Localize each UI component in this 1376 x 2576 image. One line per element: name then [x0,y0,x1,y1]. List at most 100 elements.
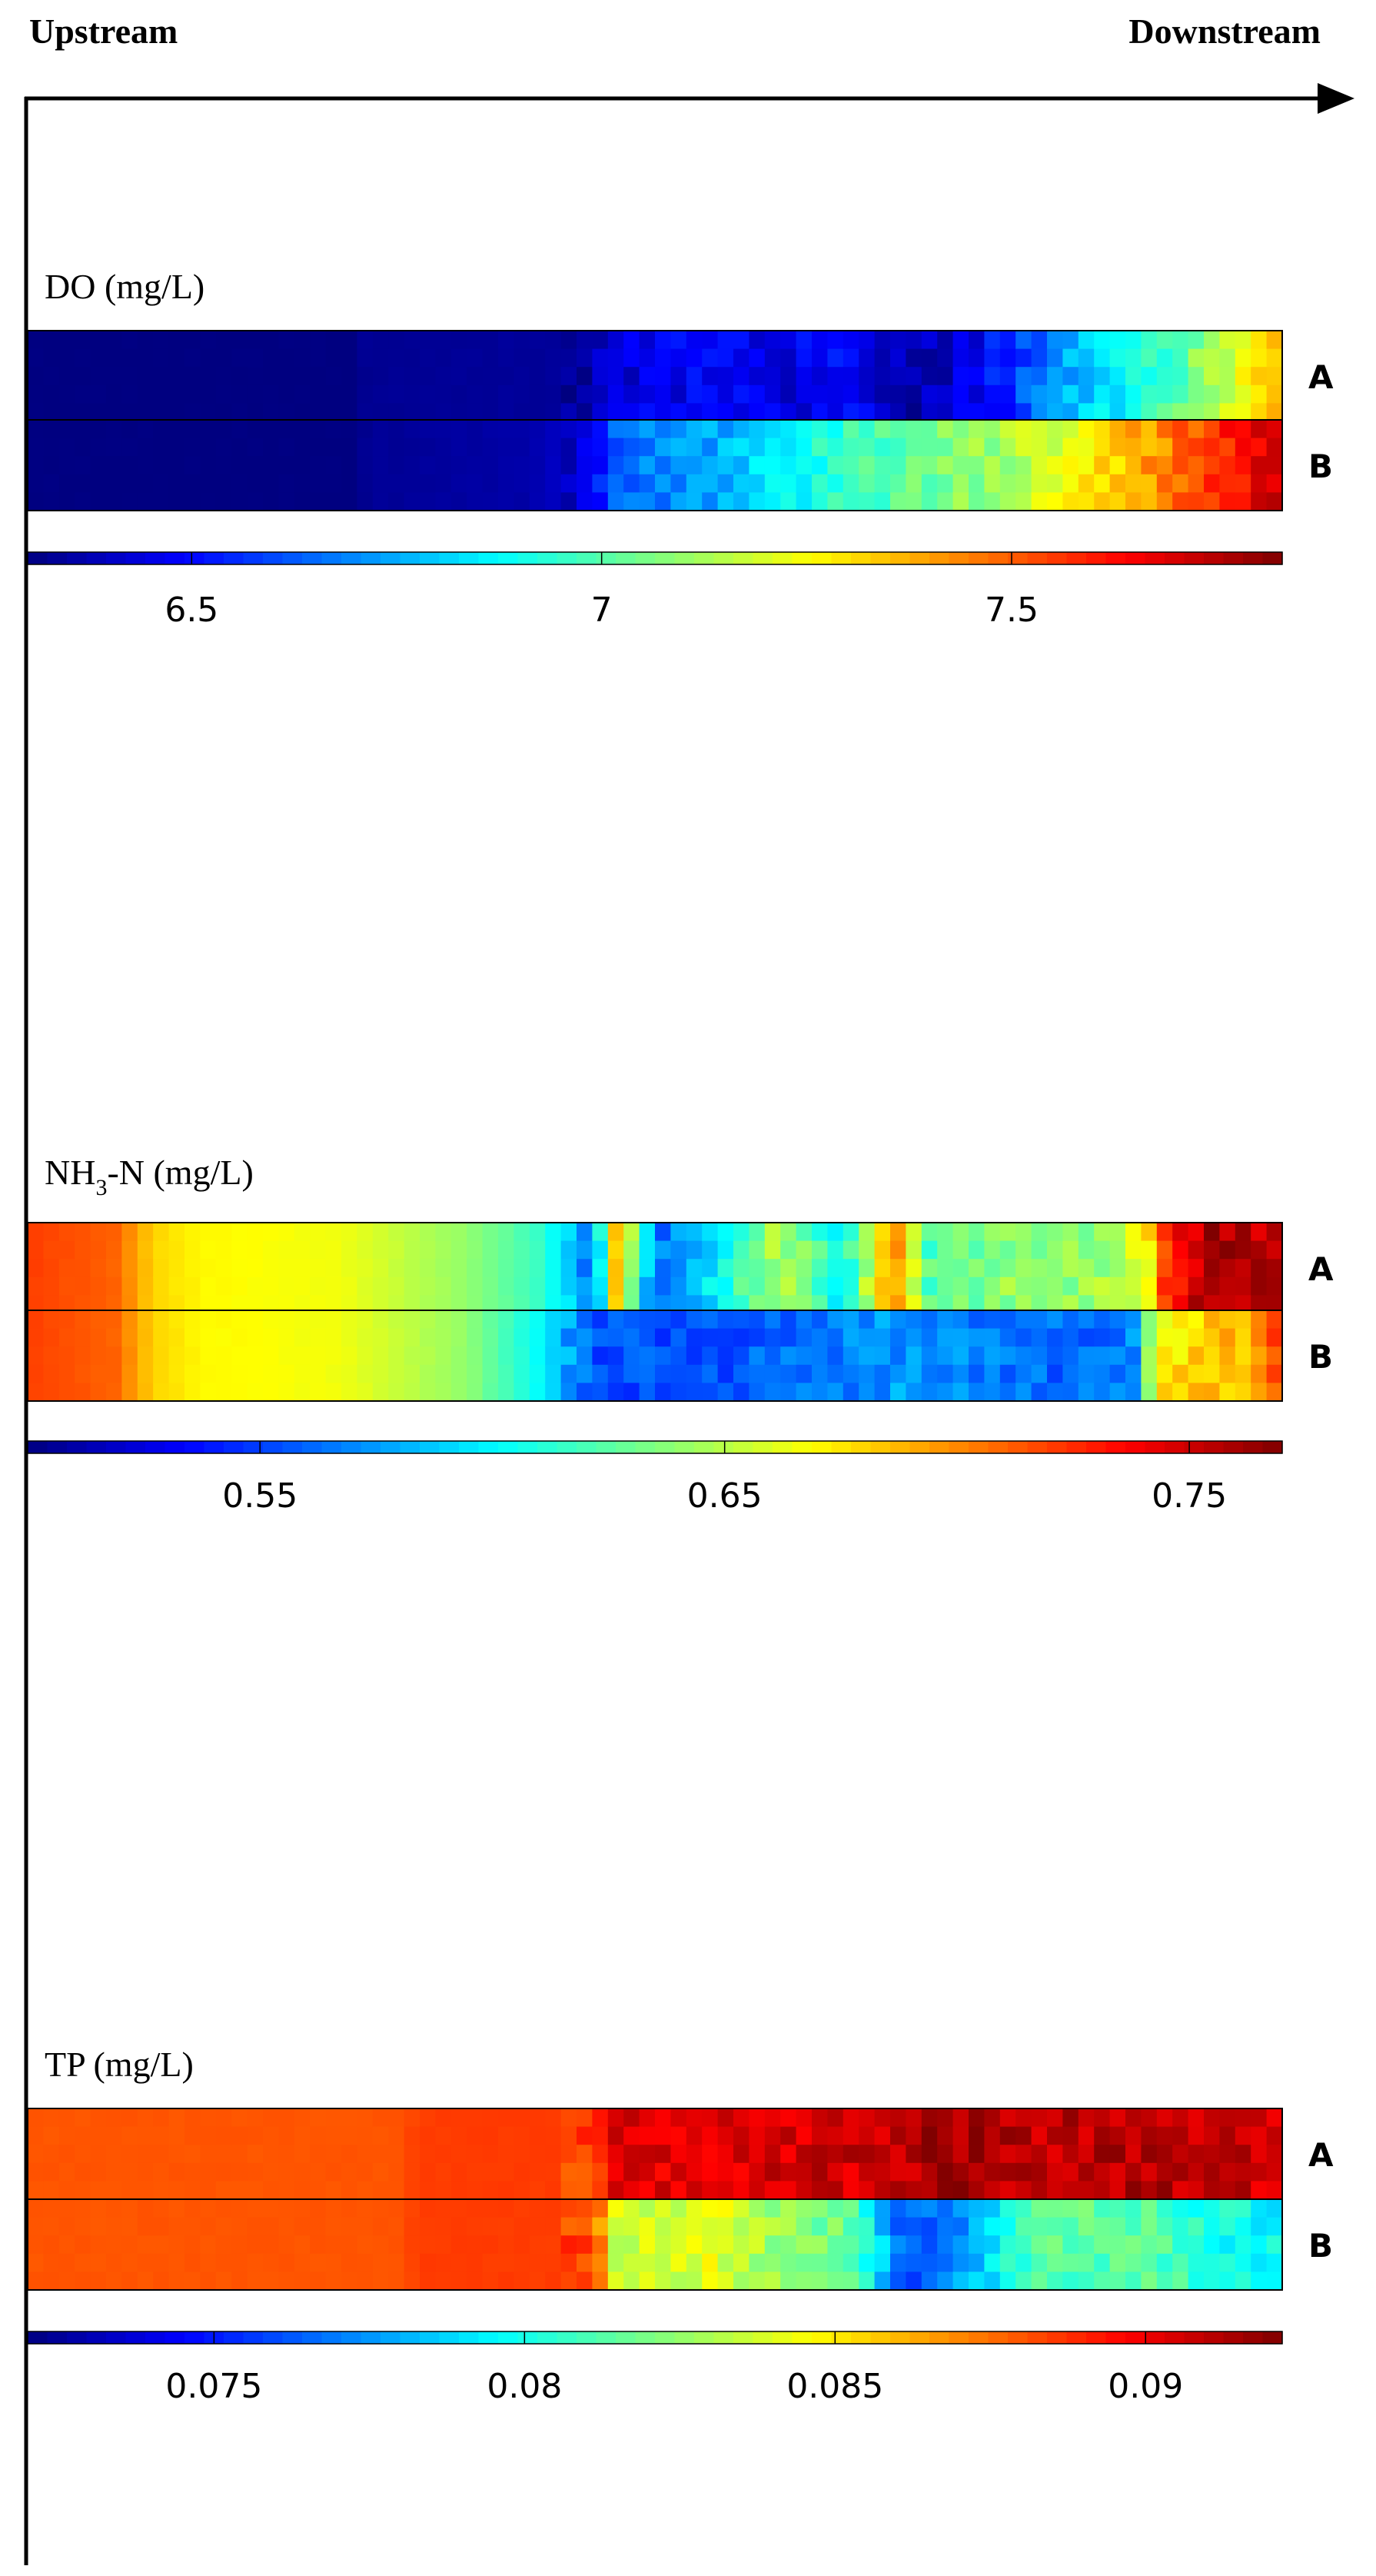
heatmap-cell [200,1364,217,1383]
heatmap-cell [1141,1223,1158,1242]
heatmap-cell [137,438,154,457]
heatmap-cell [733,2199,749,2218]
heatmap-cell [859,2217,876,2236]
heatmap-cell [749,2126,766,2145]
heatmap-cell [1188,2253,1205,2272]
heatmap-cell [702,331,719,350]
heatmap-cell [1219,1328,1236,1347]
heatmap-cell [137,2108,154,2128]
heatmap-cell [545,1328,562,1347]
heatmap-cell [294,2145,311,2164]
heatmap-cell [796,1223,813,1242]
heatmap-cell [607,2181,624,2200]
heatmap-cell [812,2145,828,2164]
heatmap-cell [435,1259,452,1278]
heatmap-cell [435,2181,452,2200]
heatmap-cell [372,2108,389,2128]
heatmap-cell [231,1383,248,1402]
heatmap-cell [780,348,797,368]
heatmap-cell [450,1295,467,1314]
heatmap-cell [670,2253,687,2272]
heatmap-cell [780,438,797,457]
heatmap-cell [529,1364,546,1383]
heatmap-cell [1235,2253,1251,2272]
heatmap-cell [341,474,357,493]
heatmap-cell [1047,2162,1063,2182]
heatmap-panel: NH3-N (mg/L)AB0.55 0.65 0.75 [27,1153,1334,1516]
heatmap-cell [639,348,656,368]
heatmap-cell [168,1364,185,1383]
heatmap-cell [1172,1295,1189,1314]
colorbar-tick-label: 0.08 [487,2367,562,2406]
heatmap-cell [1172,420,1189,439]
heatmap-cell [1047,1276,1063,1296]
heatmap-cell [639,403,656,422]
colorbar-segment [1243,1441,1264,1453]
colorbar-segment [341,2331,362,2344]
heatmap-cell [121,403,138,422]
heatmap-cell [137,1346,154,1366]
heatmap-cell [890,456,906,475]
heatmap-cell [121,1240,138,1260]
heatmap-cell [137,2253,154,2272]
heatmap-cell [435,1240,452,1260]
heatmap-cell [686,1276,703,1296]
heatmap-cell [1015,2199,1032,2218]
heatmap-cell [859,2108,876,2128]
heatmap-cell [560,403,577,422]
heatmap-cell [404,492,420,511]
heatmap-cell [263,474,279,493]
heatmap-cell [1188,2217,1205,2236]
heatmap-cell [702,438,719,457]
heatmap-cell [670,2199,687,2218]
heatmap-cell [780,2271,797,2291]
heatmap-cell [827,331,844,350]
heatmap-cell [247,348,264,368]
heatmap-cell [952,1223,969,1242]
heatmap-cell [952,474,969,493]
heatmap-cell [952,2181,969,2200]
heatmap-cell [294,2271,311,2291]
heatmap-cell [1109,2126,1126,2145]
heatmap-cell [263,1276,279,1296]
heatmap-cell [702,2235,719,2255]
heatmap-cell [937,2145,954,2164]
heatmap-cell [1266,1328,1283,1347]
heatmap-cell [514,2145,530,2164]
heatmap-cell [670,2126,687,2145]
heatmap-cell [215,1310,232,1330]
heatmap-cell [325,1364,342,1383]
heatmap-cell [215,403,232,422]
heatmap-cell [75,403,91,422]
heatmap-cell [200,1240,217,1260]
heatmap-cell [247,1223,264,1242]
heatmap-cell [1141,474,1158,493]
heatmap-cell [1204,348,1220,368]
heatmap-cell [733,474,749,493]
heatmap-cell [137,456,154,475]
heatmap-cell [28,474,44,493]
heatmap-cell [545,1310,562,1330]
heatmap-cell [827,403,844,422]
heatmap-cell [1188,2162,1205,2182]
colorbar-segment [1105,552,1126,564]
heatmap-cell [984,1328,1001,1347]
heatmap-cell [1109,331,1126,350]
heatmap-cell [467,2181,484,2200]
heatmap-cell [294,403,311,422]
heatmap-cell [639,331,656,350]
heatmap-cell [357,2145,374,2164]
heatmap-cell [310,2145,327,2164]
heatmap-cell [58,2217,75,2236]
heatmap-cell [200,403,217,422]
heatmap-cell [1251,403,1268,422]
heatmap-cell [717,1223,734,1242]
heatmap-cell [153,403,170,422]
heatmap-cell [278,1383,295,1402]
heatmap-cell [388,331,405,350]
heatmap-cell [812,1383,828,1402]
heatmap-cell [435,2271,452,2291]
heatmap-cell [560,1328,577,1347]
heatmap-cell [529,348,546,368]
heatmap-cell [1125,1259,1142,1278]
